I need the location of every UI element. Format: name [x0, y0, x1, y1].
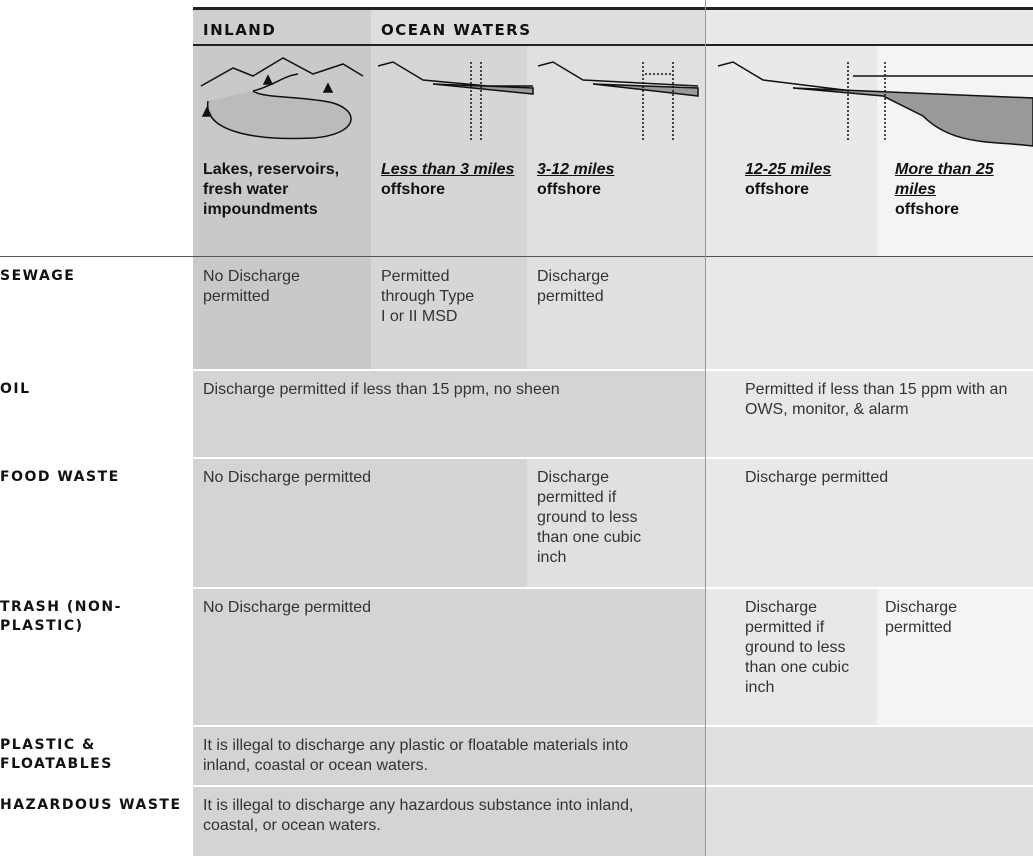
header-cell — [705, 8, 1033, 45]
row-heading: SEWAGE — [0, 257, 193, 370]
row-heading: TRASH (NON-PLASTIC) — [0, 588, 150, 726]
zone-suffix: offshore — [381, 181, 445, 198]
cell: No Discharge permitted — [193, 458, 527, 588]
cell: Discharge permitted if less than 15 ppm,… — [193, 370, 705, 458]
group-heading: OCEAN WATERS — [371, 8, 705, 45]
cell: Discharge permitted — [705, 458, 1033, 588]
row-heading: PLASTIC & FLOATABLES — [0, 726, 193, 786]
zone-distance: More than 25 miles — [895, 161, 994, 198]
rule — [0, 587, 1033, 589]
cell: It is illegal to discharge any hazardous… — [193, 786, 705, 856]
cell: Discharge permitted if ground to less th… — [527, 458, 705, 588]
row-heading: HAZARDOUS WASTE — [0, 786, 193, 856]
cell — [705, 257, 1033, 370]
rule — [193, 7, 1033, 10]
rule — [0, 725, 1033, 727]
page: INLAND OCEAN WATERS Lakes, reservoirs, f… — [0, 0, 1033, 856]
cell: Discharge permitted if ground to less th… — [705, 588, 877, 726]
cell: Permitted if less than 15 ppm with an OW… — [705, 370, 1033, 458]
cell — [705, 726, 1033, 786]
group-heading: INLAND — [193, 8, 371, 45]
cell: Discharge permitted — [527, 257, 705, 370]
row-heading: FOOD WASTE — [0, 458, 193, 588]
zone-distance: 3-12 miles — [537, 161, 614, 178]
illustrations — [193, 46, 1033, 150]
cell: No Discharge permitted — [193, 588, 705, 726]
zone-suffix: offshore — [895, 201, 959, 218]
cell: It is illegal to discharge any plastic o… — [193, 726, 705, 786]
rule — [0, 457, 1033, 459]
rule — [0, 256, 1033, 257]
zone-suffix: offshore — [537, 181, 601, 198]
cell: Discharge permitted — [877, 588, 1033, 726]
zone-distance: 12-25 miles — [745, 161, 831, 178]
row-heading: OIL — [0, 370, 193, 458]
cell — [705, 786, 1033, 856]
divider — [705, 0, 706, 856]
cell: No Discharge permitted — [193, 257, 371, 370]
rule — [0, 785, 1033, 787]
rule — [0, 369, 1033, 371]
zone-distance: Less than 3 miles — [381, 161, 514, 178]
zone-suffix: offshore — [745, 181, 809, 198]
cell: Permitted through Type I or II MSD — [371, 257, 527, 370]
zone-label: Lakes, reservoirs, fresh water impoundme… — [193, 150, 371, 220]
